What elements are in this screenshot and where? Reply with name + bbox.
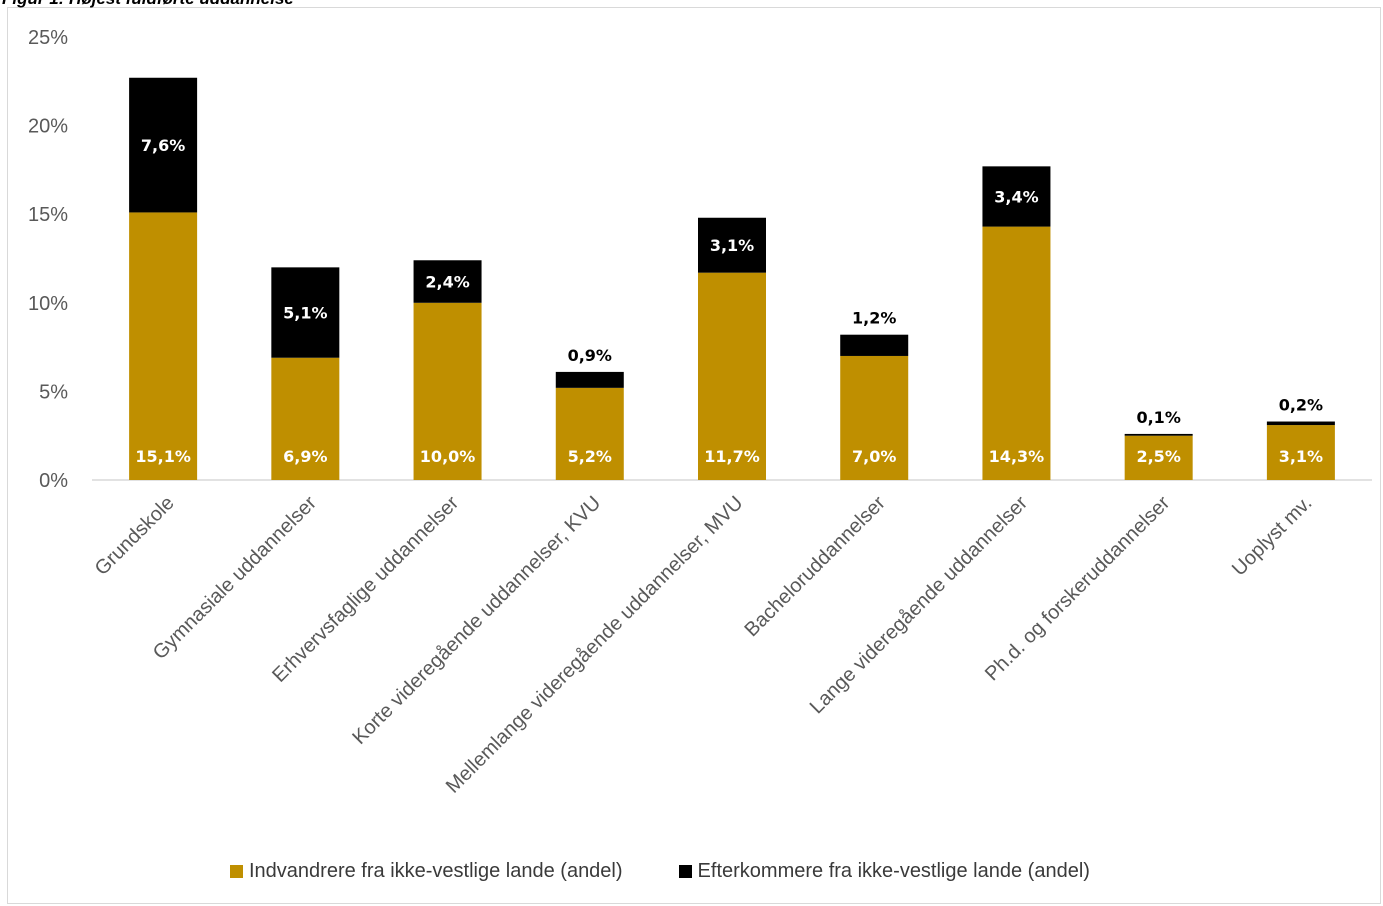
data-label-indvandrere: 3,1% — [1279, 447, 1323, 466]
data-label-efterkommere: 0,1% — [1136, 408, 1180, 427]
x-category-label: Gymnasiale uddannelser — [149, 492, 321, 664]
legend-label-indvandrere: Indvandrere fra ikke-vestlige lande (and… — [249, 860, 623, 882]
chart-frame — [7, 7, 1381, 904]
bar-efterkommere — [982, 166, 1051, 227]
bar-indvandrere — [1266, 425, 1335, 480]
bar-indvandrere — [840, 355, 909, 480]
bar-indvandrere — [555, 387, 624, 480]
data-label-indvandrere: 2,5% — [1136, 447, 1180, 466]
data-label-indvandrere: 7,0% — [852, 447, 896, 466]
data-label-efterkommere: 2,4% — [425, 273, 469, 292]
x-category-label: Bacheloruddannelser — [741, 492, 890, 641]
bar-efterkommere — [698, 217, 766, 273]
data-label-efterkommere: 0,9% — [568, 346, 612, 365]
legend-item-efterkommere: Efterkommere fra ikke-vestlige lande (an… — [678, 860, 1090, 883]
x-category-label: Korte videregående uddannelser, KVU — [348, 492, 605, 749]
bar-indvandrere — [413, 302, 482, 480]
data-label-efterkommere: 3,1% — [710, 236, 754, 255]
x-category-label: Uoplyst mv. — [1228, 492, 1316, 580]
bar-indvandrere — [1124, 435, 1193, 480]
bar-indvandrere — [271, 357, 340, 480]
chart-title: Figur 1: Højest fuldførte uddannelse — [2, 0, 294, 9]
data-label-efterkommere: 0,2% — [1279, 396, 1323, 415]
legend-swatch-indvandrere — [230, 865, 243, 878]
x-category-label: Grundskole — [91, 492, 179, 580]
data-label-indvandrere: 15,1% — [135, 447, 191, 466]
bar-indvandrere — [982, 226, 1051, 480]
data-label-efterkommere: 1,2% — [852, 309, 896, 328]
y-tick-label: 5% — [39, 381, 68, 403]
y-tick-label: 25% — [28, 27, 68, 49]
data-label-indvandrere: 11,7% — [704, 447, 760, 466]
legend-item-indvandrere: Indvandrere fra ikke-vestlige lande (and… — [230, 860, 623, 883]
bar-efterkommere — [271, 267, 340, 358]
data-label-indvandrere: 5,2% — [568, 447, 612, 466]
bar-efterkommere — [840, 334, 909, 356]
x-category-label: Mellemlange videregående uddannelser, MV… — [442, 492, 748, 798]
bar-efterkommere — [129, 77, 198, 213]
data-label-efterkommere: 3,4% — [994, 187, 1038, 206]
y-tick-label: 20% — [28, 116, 68, 138]
bar-efterkommere — [555, 371, 624, 388]
data-label-indvandrere: 14,3% — [989, 447, 1045, 466]
data-label-efterkommere: 7,6% — [141, 136, 185, 155]
data-label-indvandrere: 6,9% — [283, 447, 327, 466]
bar-efterkommere — [1124, 433, 1193, 436]
y-tick-label: 15% — [28, 204, 68, 226]
legend-swatch-efterkommere — [678, 865, 692, 878]
bar-indvandrere — [129, 212, 198, 481]
data-label-indvandrere: 10,0% — [420, 447, 476, 466]
y-tick-label: 10% — [28, 293, 68, 315]
data-label-efterkommere: 5,1% — [283, 304, 327, 323]
bar-efterkommere — [1266, 421, 1335, 426]
bar-efterkommere — [413, 260, 482, 303]
legend-label-efterkommere: Efterkommere fra ikke-vestlige lande (an… — [697, 860, 1090, 882]
legend: Indvandrere fra ikke-vestlige lande (and… — [230, 860, 1090, 883]
bar-indvandrere — [698, 272, 766, 480]
y-tick-label: 0% — [39, 470, 68, 492]
